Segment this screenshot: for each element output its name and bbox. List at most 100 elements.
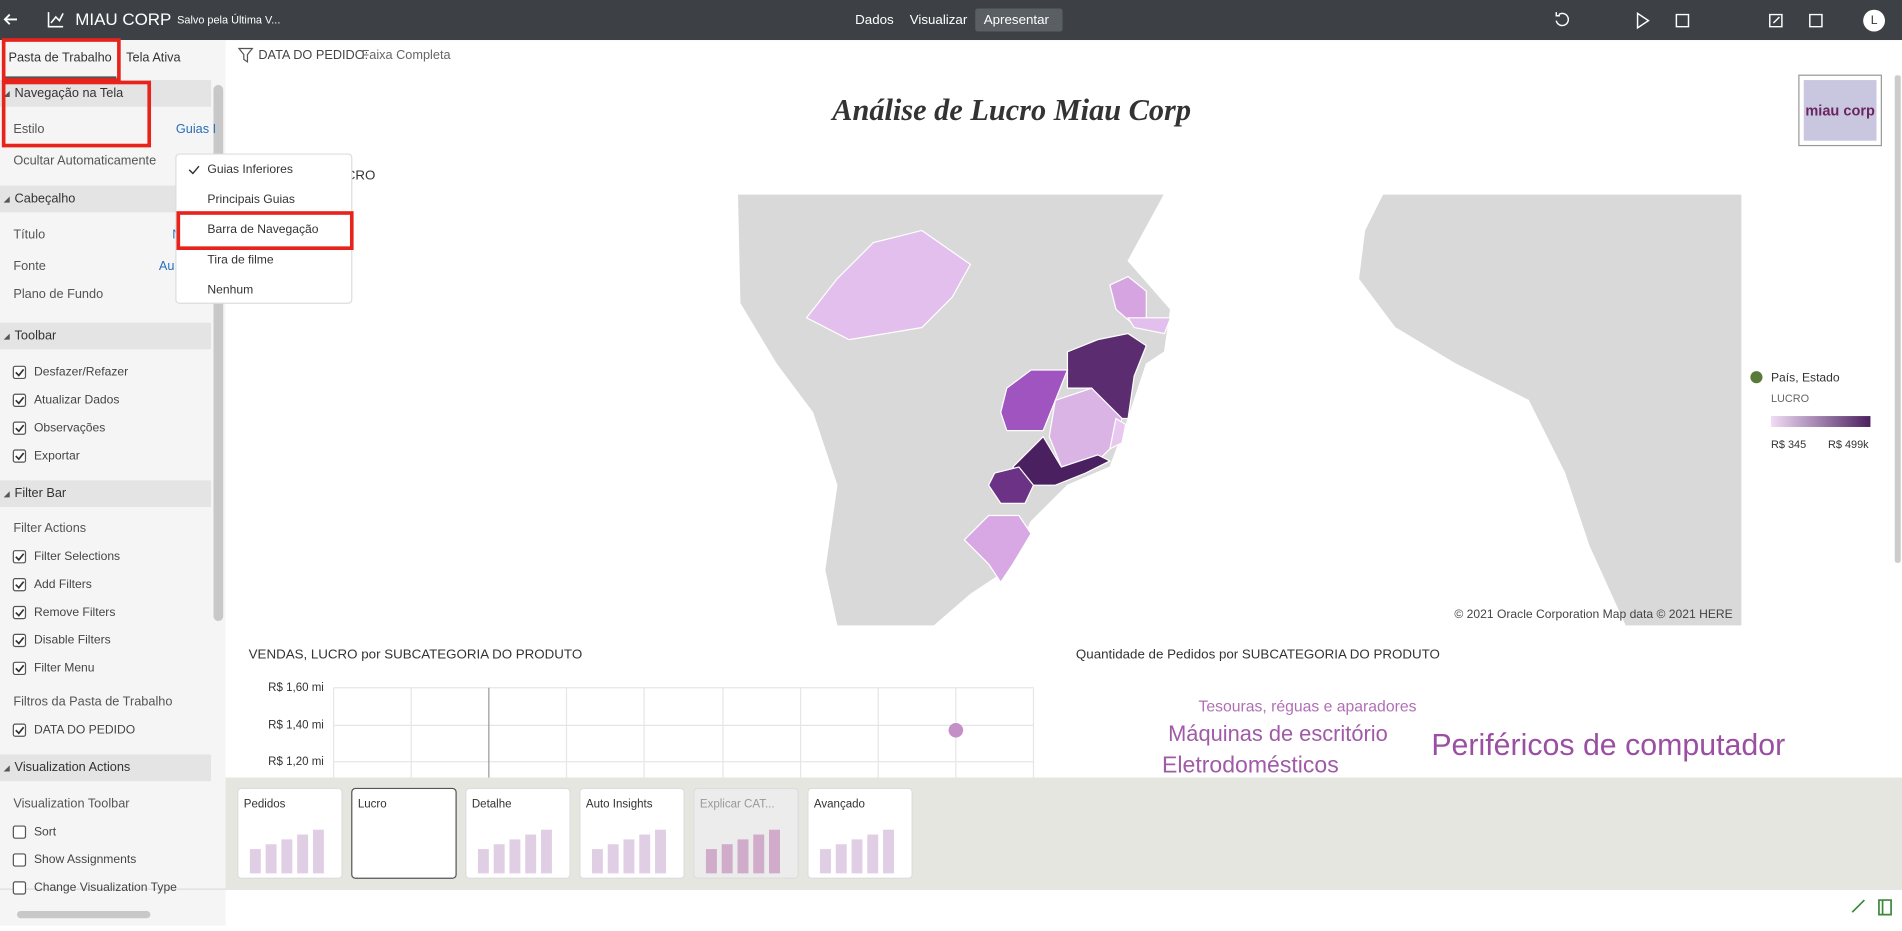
collapse-icon	[3, 491, 10, 498]
tab[interactable]: Tela Ativa	[126, 50, 181, 65]
thumb-preview	[851, 839, 863, 874]
legend-gradient	[1770, 416, 1871, 427]
menu-item[interactable]: Principais Guias	[207, 192, 294, 206]
thumbnail-label: Auto Insights	[586, 798, 653, 810]
thumbnail-label: Detalhe	[472, 798, 512, 810]
y-tick-label: R$ 1,40 mi	[268, 719, 324, 731]
data-point	[948, 722, 964, 738]
section-title[interactable]: Visualization Actions	[15, 759, 131, 774]
thumb-preview	[477, 849, 489, 874]
thumb-preview	[705, 849, 717, 874]
checkbox[interactable]	[12, 605, 27, 620]
section-title[interactable]: Cabeçalho	[15, 190, 76, 205]
filter-icon	[237, 47, 254, 63]
avatar[interactable]	[1863, 9, 1886, 32]
thumb-preview	[769, 829, 780, 874]
thumb-preview	[281, 839, 293, 874]
menu-item[interactable]: Tira de filme	[207, 252, 273, 266]
checkmark	[15, 424, 25, 433]
field-value[interactable]: Au	[159, 258, 175, 273]
thumbnail-label: Explicar CAT...	[700, 798, 775, 810]
checkbox-label: DATA DO PEDIDO	[34, 722, 135, 736]
thumb-preview	[639, 834, 651, 874]
canvas-title: Análise de Lucro Miau Corp	[830, 93, 1191, 127]
nav-active	[975, 8, 1063, 32]
section-title[interactable]: Filter Bar	[15, 485, 67, 500]
field-label: Filtros da Pasta de Trabalho	[13, 694, 172, 709]
checkbox[interactable]	[12, 853, 27, 867]
section-header	[0, 480, 212, 508]
chart-title: VENDAS, LUCRO por SUBCATEGORIA DO PRODUT…	[249, 647, 583, 662]
field-label: Visualization Toolbar	[13, 796, 130, 811]
scrollbar-main	[1894, 75, 1901, 563]
checkbox-label: Show Assignments	[34, 852, 136, 866]
map-attribution: © 2021 Oracle Corporation Map data © 202…	[1454, 607, 1732, 621]
field-label: Plano de Fundo	[13, 286, 103, 301]
highlight-box	[1, 80, 152, 148]
legend-min: R$ 345	[1771, 439, 1806, 451]
field-label: Filter Actions	[13, 520, 86, 535]
nav-item[interactable]: Apresentar	[984, 12, 1050, 27]
tab[interactable]: Pasta de Trabalho	[9, 50, 112, 65]
checkbox[interactable]	[12, 421, 27, 435]
checkbox[interactable]	[12, 393, 27, 407]
word: Periféricos de computador	[1431, 729, 1785, 762]
legend-icon	[1750, 371, 1763, 384]
checkbox[interactable]	[12, 825, 27, 839]
field-value[interactable]: Guias I	[176, 121, 216, 136]
scrollbar-h	[16, 910, 151, 919]
thumb-preview	[753, 834, 765, 874]
legend-max: R$ 499k	[1828, 439, 1869, 451]
checkbox[interactable]	[12, 365, 27, 380]
checkbox[interactable]	[12, 661, 27, 676]
checkbox[interactable]	[12, 881, 27, 895]
checkbox-label: Add Filters	[34, 577, 92, 591]
menu-item[interactable]: Barra de Navegação	[207, 222, 318, 236]
field-label: Título	[13, 227, 45, 242]
checkbox-label: Remove Filters	[34, 605, 115, 619]
logo	[1803, 80, 1877, 141]
checkmark	[15, 636, 25, 645]
menu-item[interactable]: Nenhum	[207, 282, 253, 296]
highlight-box	[1, 38, 121, 82]
chart-title: Quantidade de Pedidos por SUBCATEGORIA D…	[1076, 647, 1440, 662]
toolbar-icon[interactable]	[1809, 13, 1823, 28]
logo-text: miau corp	[1805, 103, 1875, 119]
field-label: Estilo	[13, 121, 44, 136]
checkbox[interactable]	[12, 577, 27, 592]
thumbnail-label: Pedidos	[244, 798, 286, 810]
toolbar-icon[interactable]	[1769, 13, 1783, 28]
nav-item[interactable]: Visualizar	[910, 12, 968, 27]
checkmark	[15, 726, 25, 735]
checkmark	[15, 553, 25, 562]
app-icon	[47, 12, 64, 28]
section-title[interactable]: Toolbar	[15, 327, 57, 342]
checkmark	[15, 581, 25, 589]
checkbox[interactable]	[12, 550, 27, 564]
back-button[interactable]	[3, 13, 17, 25]
thumb-preview	[819, 849, 831, 874]
thumb-preview	[737, 839, 749, 874]
checkbox-label: Desfazer/Refazer	[34, 365, 128, 379]
checkmark	[15, 368, 25, 377]
bottom-icon[interactable]	[1851, 899, 1892, 916]
menu-item[interactable]: Guias Inferiores	[207, 162, 292, 176]
checkbox[interactable]	[12, 723, 27, 737]
thumb-preview	[721, 844, 733, 874]
toolbar-icon[interactable]	[1555, 12, 1570, 27]
toolbar-icon[interactable]	[1636, 11, 1650, 30]
toolbar-icon[interactable]	[1675, 13, 1690, 28]
thumb-preview	[249, 849, 261, 874]
section-title[interactable]: Navegação na Tela	[15, 85, 125, 100]
y-tick-label: R$ 1,20 mi	[268, 756, 324, 768]
thumb-preview	[265, 844, 277, 874]
nav-item[interactable]: Dados	[855, 12, 894, 27]
checkbox[interactable]	[12, 449, 27, 463]
checkbox-label: Observações	[34, 420, 105, 434]
section-header	[0, 322, 212, 350]
menu-check	[188, 165, 200, 175]
checkbox[interactable]	[12, 633, 27, 648]
thumbnail[interactable]	[351, 787, 457, 879]
